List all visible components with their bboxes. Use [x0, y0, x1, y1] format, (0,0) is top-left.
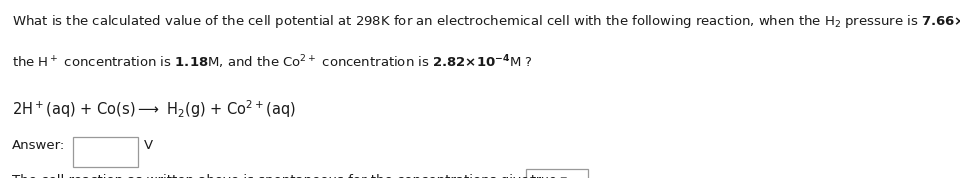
Text: What is the calculated value of the cell potential at 298K for an electrochemica: What is the calculated value of the cell…	[12, 12, 960, 32]
Text: true ▾: true ▾	[531, 174, 566, 178]
Text: Answer:: Answer:	[12, 139, 64, 152]
Bar	[526, 169, 588, 178]
Text: The cell reaction as written above is spontaneous for the concentrations given:: The cell reaction as written above is sp…	[12, 174, 541, 178]
Text: V: V	[144, 139, 154, 152]
Text: 2H$^+$(aq) + Co(s)$\longrightarrow$ H$_2$(g) + Co$^{2+}$(aq): 2H$^+$(aq) + Co(s)$\longrightarrow$ H$_2…	[12, 98, 296, 120]
Bar	[73, 137, 138, 167]
Text: the H$^+$ concentration is $\mathbf{1.18}$M, and the Co$^{2+}$ concentration is : the H$^+$ concentration is $\mathbf{1.18…	[12, 53, 533, 71]
